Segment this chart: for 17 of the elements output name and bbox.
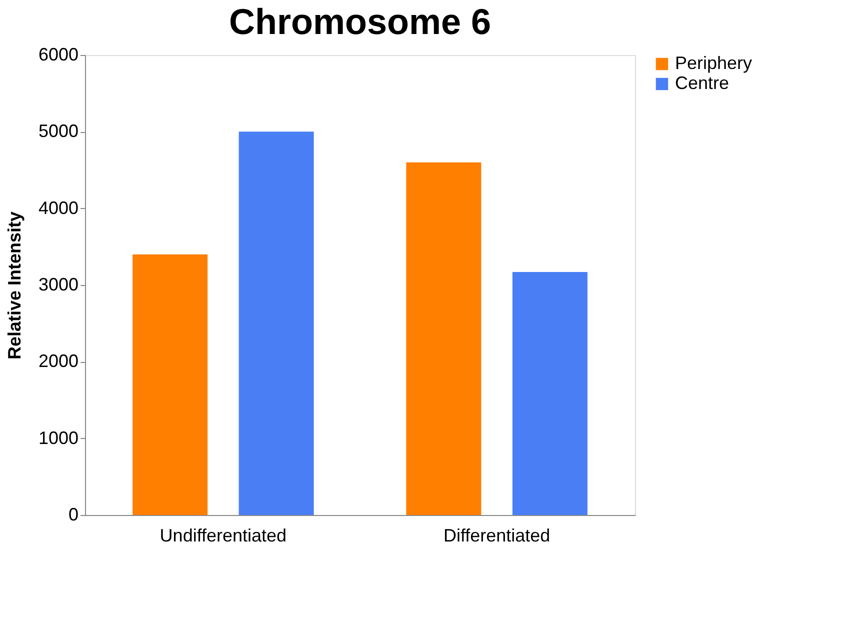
y-tick-label: 3000 xyxy=(38,274,78,294)
x-tick-label: Undifferentiated xyxy=(160,526,287,546)
y-tick-label: 0 xyxy=(68,504,78,524)
y-tick-label: 1000 xyxy=(38,428,78,448)
chart-title: Chromosome 6 xyxy=(228,1,492,42)
bar xyxy=(406,162,482,515)
y-tick-label: 5000 xyxy=(38,121,78,142)
legend-label: Centre xyxy=(675,73,730,93)
legend-label: Periphery xyxy=(675,53,752,73)
bar xyxy=(512,272,588,515)
y-axis-title: Relative Intensity xyxy=(4,211,24,360)
y-tick-label: 6000 xyxy=(38,44,78,64)
y-tick-label: 4000 xyxy=(38,198,78,218)
bar xyxy=(238,132,314,515)
y-tick-label: 2000 xyxy=(38,351,78,372)
x-tick-label: Differentiated xyxy=(443,526,550,546)
bar xyxy=(132,254,208,515)
